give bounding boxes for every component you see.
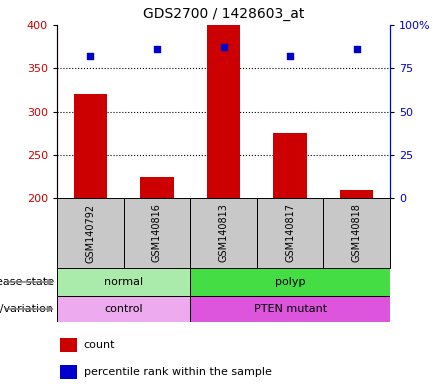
Point [287, 53, 294, 59]
Text: PTEN mutant: PTEN mutant [254, 304, 326, 314]
Bar [207, 25, 240, 198]
Bar [274, 133, 307, 198]
Bar [140, 177, 174, 198]
Bar [60, 365, 77, 379]
Text: GSM140792: GSM140792 [85, 204, 95, 263]
Bar [190, 268, 390, 296]
Point [87, 53, 94, 59]
Bar [57, 268, 190, 296]
Text: disease state: disease state [0, 277, 54, 287]
Text: GSM140818: GSM140818 [352, 204, 362, 262]
Text: control: control [104, 304, 143, 314]
Text: GSM140813: GSM140813 [219, 204, 229, 262]
Point [353, 46, 360, 52]
Bar [123, 198, 190, 268]
Bar [190, 198, 257, 268]
Point [220, 45, 227, 51]
Text: genotype/variation: genotype/variation [0, 304, 54, 314]
Bar [340, 190, 373, 198]
Bar [57, 198, 123, 268]
Bar [74, 94, 107, 198]
Point [153, 46, 160, 52]
Bar [257, 198, 323, 268]
Bar [60, 338, 77, 352]
Text: polyp: polyp [275, 277, 305, 287]
Text: normal: normal [104, 277, 143, 287]
Bar [190, 296, 390, 322]
Text: count: count [84, 340, 115, 350]
Text: percentile rank within the sample: percentile rank within the sample [84, 367, 271, 377]
Title: GDS2700 / 1428603_at: GDS2700 / 1428603_at [143, 7, 304, 21]
Text: GSM140817: GSM140817 [285, 204, 295, 263]
Bar [57, 296, 190, 322]
Text: GSM140816: GSM140816 [152, 204, 162, 262]
Bar [323, 198, 390, 268]
